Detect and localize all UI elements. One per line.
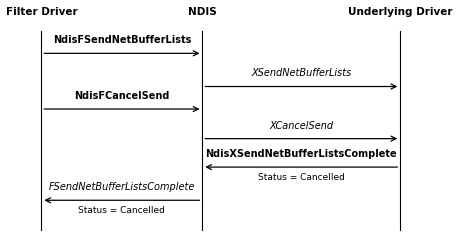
Text: NdisFCancelSend: NdisFCancelSend	[74, 91, 169, 101]
Text: NdisXSendNetBufferListsComplete: NdisXSendNetBufferListsComplete	[205, 149, 396, 159]
Text: Underlying Driver: Underlying Driver	[347, 7, 452, 17]
Text: Status = Cancelled: Status = Cancelled	[257, 173, 344, 182]
Text: FSendNetBufferListsComplete: FSendNetBufferListsComplete	[49, 182, 195, 192]
Text: NdisFSendNetBufferLists: NdisFSendNetBufferLists	[53, 35, 190, 45]
Text: XSendNetBufferLists: XSendNetBufferLists	[251, 68, 351, 78]
Text: NDIS: NDIS	[188, 7, 216, 17]
Text: Status = Cancelled: Status = Cancelled	[78, 206, 165, 215]
Text: Filter Driver: Filter Driver	[6, 7, 77, 17]
Text: XCancelSend: XCancelSend	[269, 121, 333, 131]
